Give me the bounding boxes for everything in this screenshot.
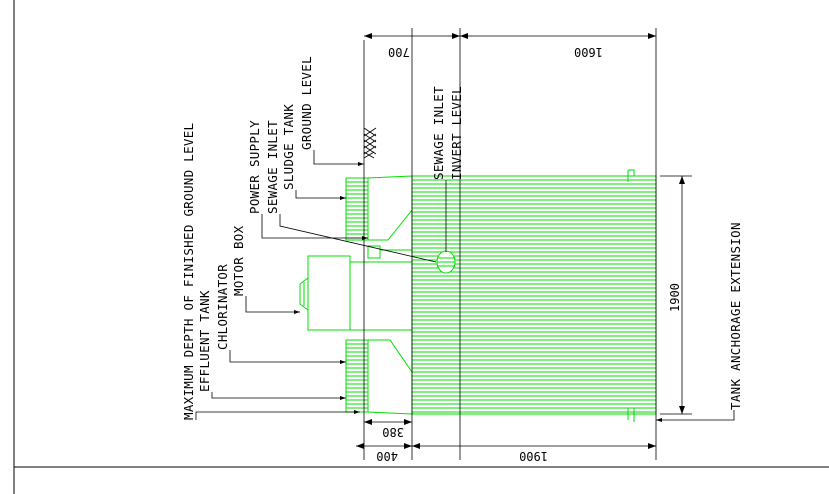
top-dimension: 700 1600 — [364, 33, 656, 59]
dim-1900-right: 1900 — [668, 283, 682, 312]
label-chlorinator: CHLORINATOR — [215, 264, 230, 350]
label-sludge-tank: SLUDGE TANK — [281, 104, 296, 190]
label-tank-anchorage: TANK ANCHORAGE EXTENSION — [728, 222, 743, 410]
tank-body-hatch — [412, 179, 656, 413]
label-invert-level: INVERT LEVEL — [449, 86, 464, 180]
bottom-dimensions: 380 400 1900 — [356, 419, 656, 463]
label-motor-box: MOTOR BOX — [231, 225, 246, 296]
dim-400: 400 — [376, 449, 398, 463]
label-power-supply: POWER SUPPLY — [247, 120, 262, 214]
dim-380: 380 — [382, 425, 404, 439]
label-sewage-inlet-2: SEWAGE INLET — [431, 86, 446, 180]
ground-hatch-symbol — [363, 127, 377, 159]
dim-700: 700 — [388, 45, 410, 59]
drawing-frame — [13, 0, 829, 494]
label-max-depth: MAXIMUM DEPTH OF FINISHED GROUND LEVEL — [181, 123, 196, 420]
lower-block-hatch — [346, 343, 368, 409]
dim-1600: 1600 — [574, 45, 603, 59]
right-dimension: 1900 — [660, 175, 692, 415]
reference-lines — [363, 28, 657, 460]
leader-lines — [195, 150, 735, 421]
label-ground-level: GROUND LEVEL — [299, 56, 314, 150]
label-effluent-tank: EFFLUENT TANK — [197, 290, 212, 392]
callout-labels: MAXIMUM DEPTH OF FINISHED GROUND LEVEL E… — [181, 56, 743, 420]
upper-block-hatch — [346, 181, 368, 239]
label-sewage-inlet: SEWAGE INLET — [265, 120, 280, 214]
dim-1900-bottom: 1900 — [519, 449, 548, 463]
sludge-tank-body — [299, 169, 657, 422]
